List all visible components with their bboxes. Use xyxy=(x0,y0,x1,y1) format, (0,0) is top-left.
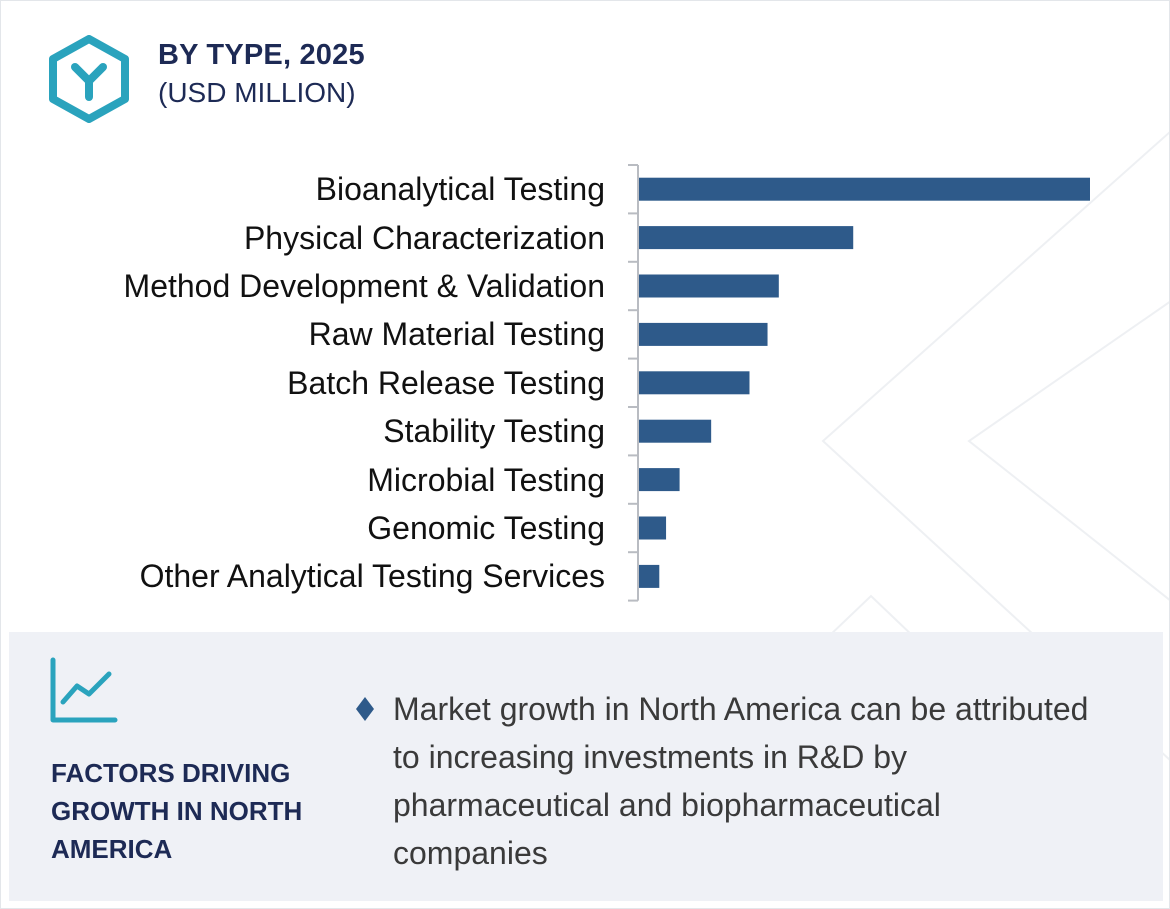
hexagon-y-logo-icon xyxy=(49,35,129,123)
category-label: Other Analytical Testing Services xyxy=(139,558,605,595)
category-label: Physical Characterization xyxy=(243,219,605,256)
category-label: Genomic Testing xyxy=(367,510,605,546)
bar xyxy=(639,468,680,492)
bar xyxy=(639,274,779,298)
growth-factors-panel: FACTORS DRIVING GROWTH IN NORTH AMERICA … xyxy=(9,632,1163,901)
trend-line-chart-icon xyxy=(50,657,118,723)
category-label: Batch Release Testing xyxy=(287,364,605,401)
factors-title: FACTORS DRIVING GROWTH IN NORTH AMERICA xyxy=(51,758,303,864)
bar-chart-svg xyxy=(628,164,1090,602)
category-label: Method Development & Validation xyxy=(123,268,605,304)
bar xyxy=(639,226,854,250)
category-label: Bioanalytical Testing xyxy=(315,171,605,208)
bar xyxy=(639,564,660,588)
bar xyxy=(639,516,667,540)
category-label: Raw Material Testing xyxy=(308,316,605,353)
category-label: Microbial Testing xyxy=(367,461,605,498)
bar xyxy=(639,371,750,395)
bar-chart: Bioanalytical Testing Physical Characteri… xyxy=(1,151,1169,611)
diamond-bullet-icon xyxy=(356,697,374,721)
category-label: Stability Testing xyxy=(383,413,605,450)
growth-factor-text: Market growth in North America can be at… xyxy=(393,691,1089,871)
chart-title: BY TYPE, 2025 xyxy=(158,39,365,71)
bar xyxy=(639,177,1090,201)
bar xyxy=(639,419,712,443)
bar xyxy=(639,322,768,346)
chart-unit: (USD MILLION) xyxy=(158,77,356,108)
